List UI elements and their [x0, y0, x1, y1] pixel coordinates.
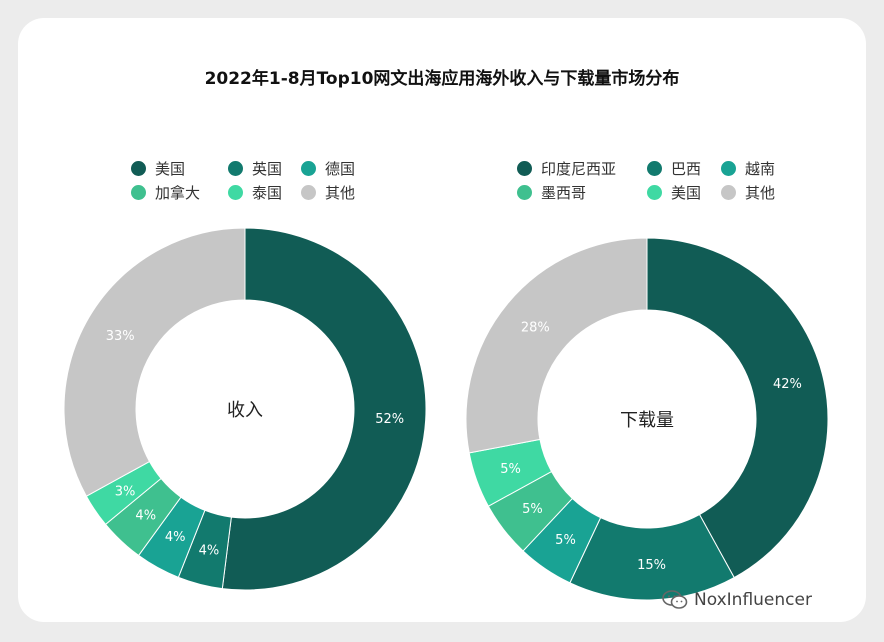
- watermark: NoxInfluencer: [662, 590, 812, 610]
- legend-label: 墨西哥: [541, 184, 587, 202]
- legend-item-downloads-1: 巴西: [647, 158, 701, 179]
- donut-center-label: 收入: [227, 400, 263, 421]
- legend-swatch: [517, 161, 532, 176]
- donut-center-label: 下载量: [620, 410, 674, 431]
- slice-label: 4%: [199, 543, 220, 558]
- donut-slice-美国: [221, 227, 427, 591]
- legend-item-revenue-2: 德国: [301, 158, 355, 179]
- donut-slice-其他: [63, 227, 246, 497]
- legend-item-revenue-1: 英国: [228, 158, 282, 179]
- legend-label: 美国: [155, 160, 186, 178]
- legend-swatch: [301, 161, 316, 176]
- legend-label: 泰国: [252, 184, 283, 202]
- legend-swatch: [721, 161, 736, 176]
- legend-label: 加拿大: [155, 184, 201, 202]
- legend-swatch: [721, 185, 736, 200]
- legend-swatch: [517, 185, 532, 200]
- revenue-donut: 52% 4% 4% 4% 3% 33% 收入: [63, 227, 427, 591]
- legend-label: 其他: [745, 184, 776, 202]
- donut-slice-印度尼西亚: [646, 237, 829, 579]
- legend-label: 越南: [745, 160, 776, 178]
- slice-label: 5%: [555, 533, 576, 548]
- slice-label: 5%: [500, 462, 521, 477]
- legend-label: 巴西: [671, 160, 702, 178]
- slice-label: 3%: [115, 485, 136, 500]
- legend-swatch: [301, 185, 316, 200]
- legend-label: 其他: [325, 184, 356, 202]
- legend-swatch: [228, 161, 243, 176]
- legend-item-downloads-4: 美国: [647, 182, 701, 203]
- slice-label: 4%: [135, 509, 156, 524]
- legend-item-revenue-4: 泰国: [228, 182, 282, 203]
- donut-slice-其他: [465, 237, 648, 454]
- legend-swatch: [647, 161, 662, 176]
- legend-item-revenue-5: 其他: [301, 182, 355, 203]
- slice-label: 15%: [637, 558, 666, 573]
- legend-item-downloads-2: 越南: [721, 158, 775, 179]
- legend-item-revenue-0: 美国: [131, 158, 185, 179]
- slice-label: 52%: [375, 412, 404, 427]
- slice-label: 42%: [773, 377, 802, 392]
- downloads-donut: 42% 15% 5% 5% 5% 28% 下载量: [465, 237, 829, 601]
- slice-label: 4%: [165, 530, 186, 545]
- slice-label: 33%: [106, 329, 135, 344]
- legend-label: 印度尼西亚: [541, 160, 617, 178]
- slice-label: 5%: [522, 502, 543, 517]
- legend-label: 德国: [325, 160, 356, 178]
- legend-item-revenue-3: 加拿大: [131, 182, 200, 203]
- slice-label: 28%: [521, 321, 550, 336]
- legend-item-downloads-5: 其他: [721, 182, 775, 203]
- legend-item-downloads-0: 印度尼西亚: [517, 158, 616, 179]
- legend-label: 英国: [252, 160, 283, 178]
- legend-swatch: [647, 185, 662, 200]
- watermark-text: NoxInfluencer: [694, 590, 812, 610]
- legend-swatch: [131, 185, 146, 200]
- legend-swatch: [228, 185, 243, 200]
- wechat-icon: [662, 590, 688, 609]
- chart-title: 2022年1-8月Top10网文出海应用海外收入与下载量市场分布: [204, 69, 680, 89]
- legend-label: 美国: [671, 184, 702, 202]
- legend-item-downloads-3: 墨西哥: [517, 182, 586, 203]
- legend-swatch: [131, 161, 146, 176]
